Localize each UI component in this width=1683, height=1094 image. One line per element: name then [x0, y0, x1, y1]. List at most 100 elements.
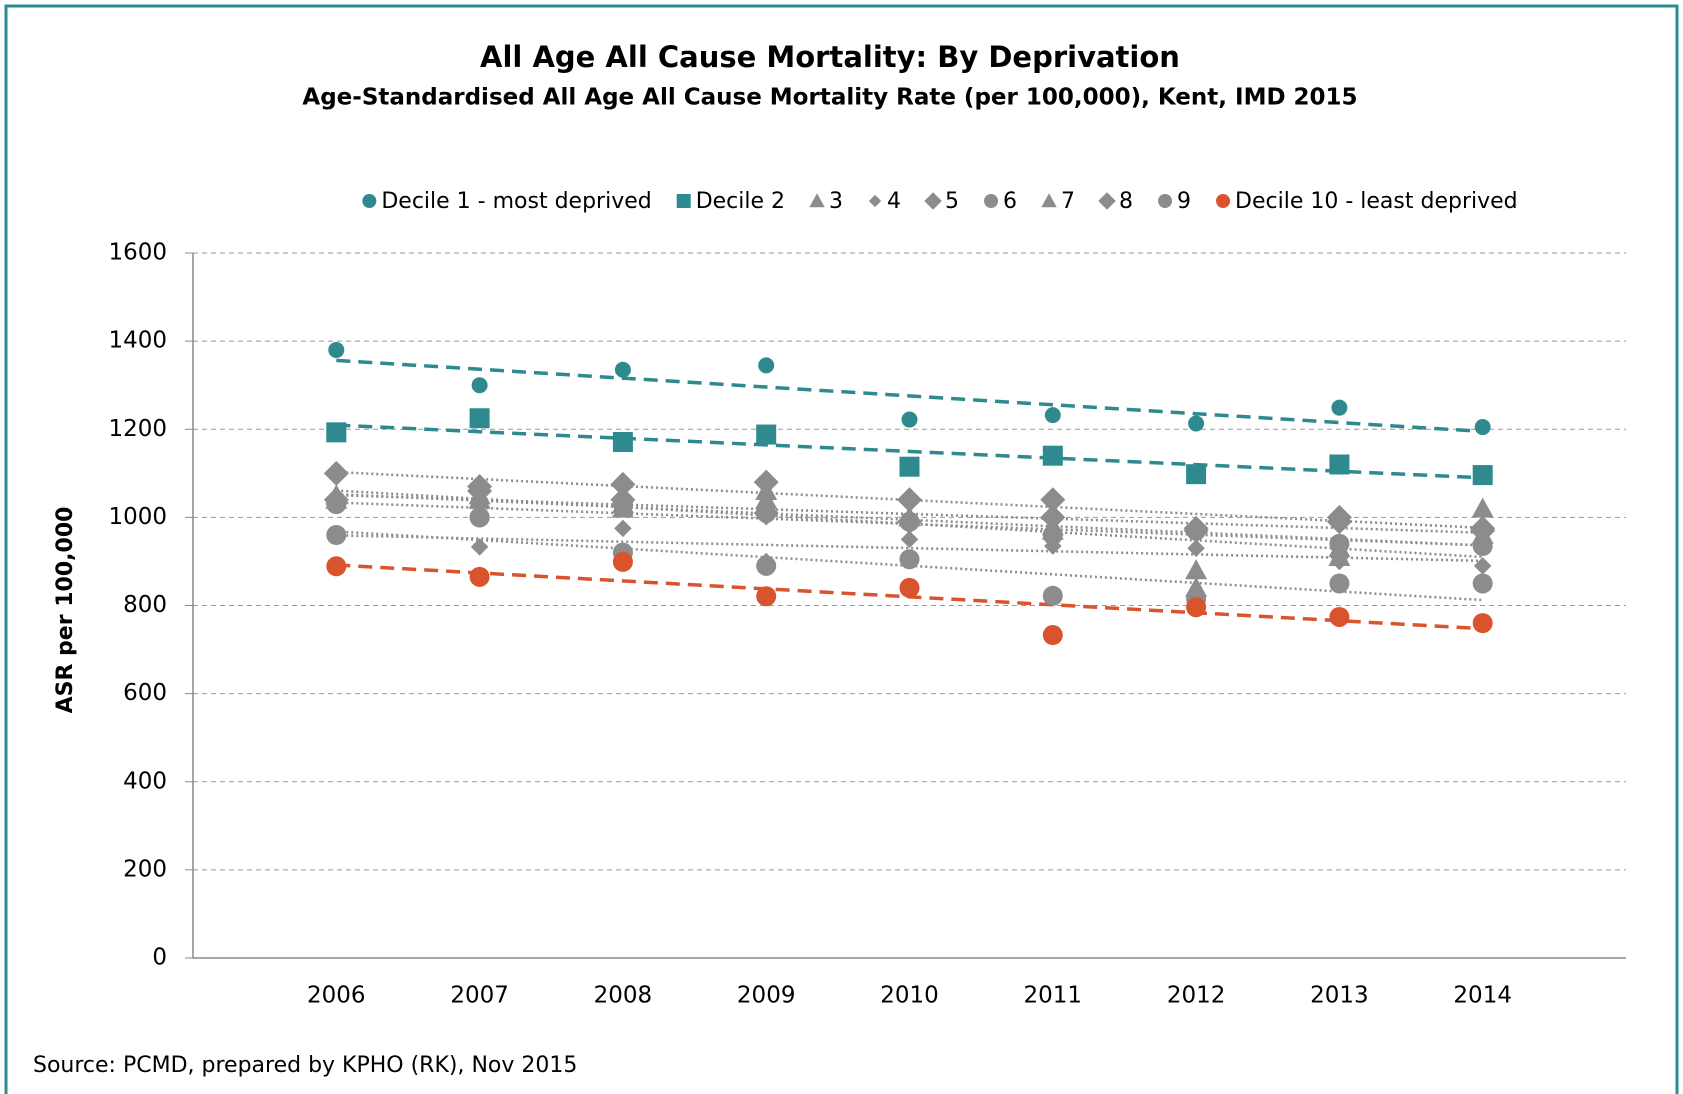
marker	[1472, 465, 1493, 486]
marker	[899, 577, 920, 598]
marker	[901, 411, 918, 428]
marker	[1216, 194, 1231, 208]
x-tick-label: 2013	[1310, 983, 1369, 1009]
marker	[1186, 464, 1207, 485]
trendline	[336, 358, 1483, 434]
marker	[756, 424, 777, 445]
marker	[1329, 454, 1350, 475]
marker	[323, 460, 349, 486]
marker	[1331, 399, 1348, 416]
marker	[614, 519, 632, 538]
marker	[676, 194, 691, 208]
marker	[924, 192, 942, 210]
marker	[755, 479, 778, 500]
marker	[469, 408, 490, 429]
x-tick-label: 2010	[880, 983, 939, 1009]
legend-label: 3	[829, 189, 843, 214]
marker	[1188, 415, 1205, 432]
marker	[1472, 613, 1493, 634]
y-tick-label: 600	[123, 680, 167, 706]
marker	[1044, 407, 1061, 424]
legend-label: 8	[1119, 189, 1133, 214]
legend: Decile 1 - most deprived Decile 2 3 4 5 6 7 8 9 D…	[362, 189, 1518, 214]
x-tick-label: 2008	[594, 983, 653, 1009]
legend-item: Decile 10 - least deprived	[1216, 189, 1518, 214]
marker	[612, 551, 633, 572]
x-tick-label: 2009	[737, 983, 796, 1009]
legend-label: Decile 1 - most deprived	[381, 189, 651, 214]
marker	[1328, 537, 1351, 558]
trendline	[336, 493, 1483, 534]
marker	[1470, 518, 1496, 544]
marker	[471, 377, 488, 394]
source-note: Source: PCMD, prepared by KPHO (RK), Nov…	[33, 1053, 577, 1078]
marker	[470, 538, 489, 556]
legend-label: 5	[945, 189, 959, 214]
marker	[756, 586, 777, 607]
marker	[1040, 504, 1066, 530]
marker	[1183, 518, 1209, 544]
y-tick-label: 1600	[108, 240, 167, 266]
marker	[612, 432, 633, 453]
trendline	[336, 470, 1483, 530]
legend-item: Decile 1 - most deprived	[362, 189, 652, 214]
marker	[1040, 487, 1066, 513]
trendline	[336, 530, 1483, 602]
chart-title: All Age All Cause Mortality: By Deprivat…	[480, 40, 1180, 74]
marker	[467, 478, 493, 504]
y-tick-label: 200	[123, 856, 167, 882]
legend-label: 9	[1177, 189, 1191, 214]
x-tick-label: 2011	[1024, 983, 1083, 1009]
chart-frame	[4, 4, 1679, 1094]
marker	[809, 193, 825, 208]
marker	[326, 556, 347, 577]
legend-item: 3	[809, 189, 843, 214]
legend-item: 8	[1098, 189, 1133, 214]
marker	[1042, 585, 1063, 606]
legend-label: 7	[1061, 189, 1075, 214]
marker	[899, 549, 920, 570]
marker	[984, 194, 999, 208]
chart-subtitle: Age-Standardised All Age All Cause Morta…	[302, 85, 1357, 111]
marker	[328, 341, 345, 358]
marker	[1185, 559, 1208, 580]
legend-item: 5	[924, 189, 959, 214]
marker	[897, 509, 922, 535]
marker	[1158, 194, 1173, 208]
marker	[1187, 539, 1205, 557]
legend-label: 4	[887, 189, 901, 214]
marker	[610, 471, 636, 497]
marker	[753, 500, 779, 526]
x-tick-label: 2014	[1453, 983, 1512, 1009]
y-tick-label: 1000	[108, 504, 167, 530]
marker	[868, 194, 882, 208]
y-axis-label: ASR per 100,000	[53, 507, 78, 714]
marker	[614, 361, 631, 378]
marker	[1474, 419, 1491, 436]
legend-item: 4	[868, 189, 901, 214]
legend-label: Decile 10 - least deprived	[1235, 189, 1518, 214]
marker	[1186, 597, 1207, 618]
marker	[1326, 509, 1352, 535]
y-tick-label: 800	[123, 592, 167, 618]
marker	[900, 530, 919, 549]
marker	[1042, 445, 1063, 466]
marker	[897, 487, 922, 513]
marker	[1042, 625, 1063, 646]
trendline	[336, 534, 1483, 563]
marker	[1473, 557, 1492, 575]
y-tick-label: 1200	[108, 416, 167, 442]
trendline	[336, 423, 1483, 480]
legend-item: 7	[1041, 189, 1075, 214]
x-tick-label: 2006	[307, 983, 366, 1009]
marker	[469, 566, 490, 587]
y-tick-label: 1400	[108, 328, 167, 354]
trendline	[336, 501, 1483, 547]
marker	[1098, 192, 1116, 210]
legend-label: Decile 2	[696, 189, 785, 214]
marker	[1329, 606, 1350, 627]
marker	[326, 525, 347, 545]
marker	[610, 487, 636, 513]
legend-label: 6	[1003, 189, 1017, 214]
